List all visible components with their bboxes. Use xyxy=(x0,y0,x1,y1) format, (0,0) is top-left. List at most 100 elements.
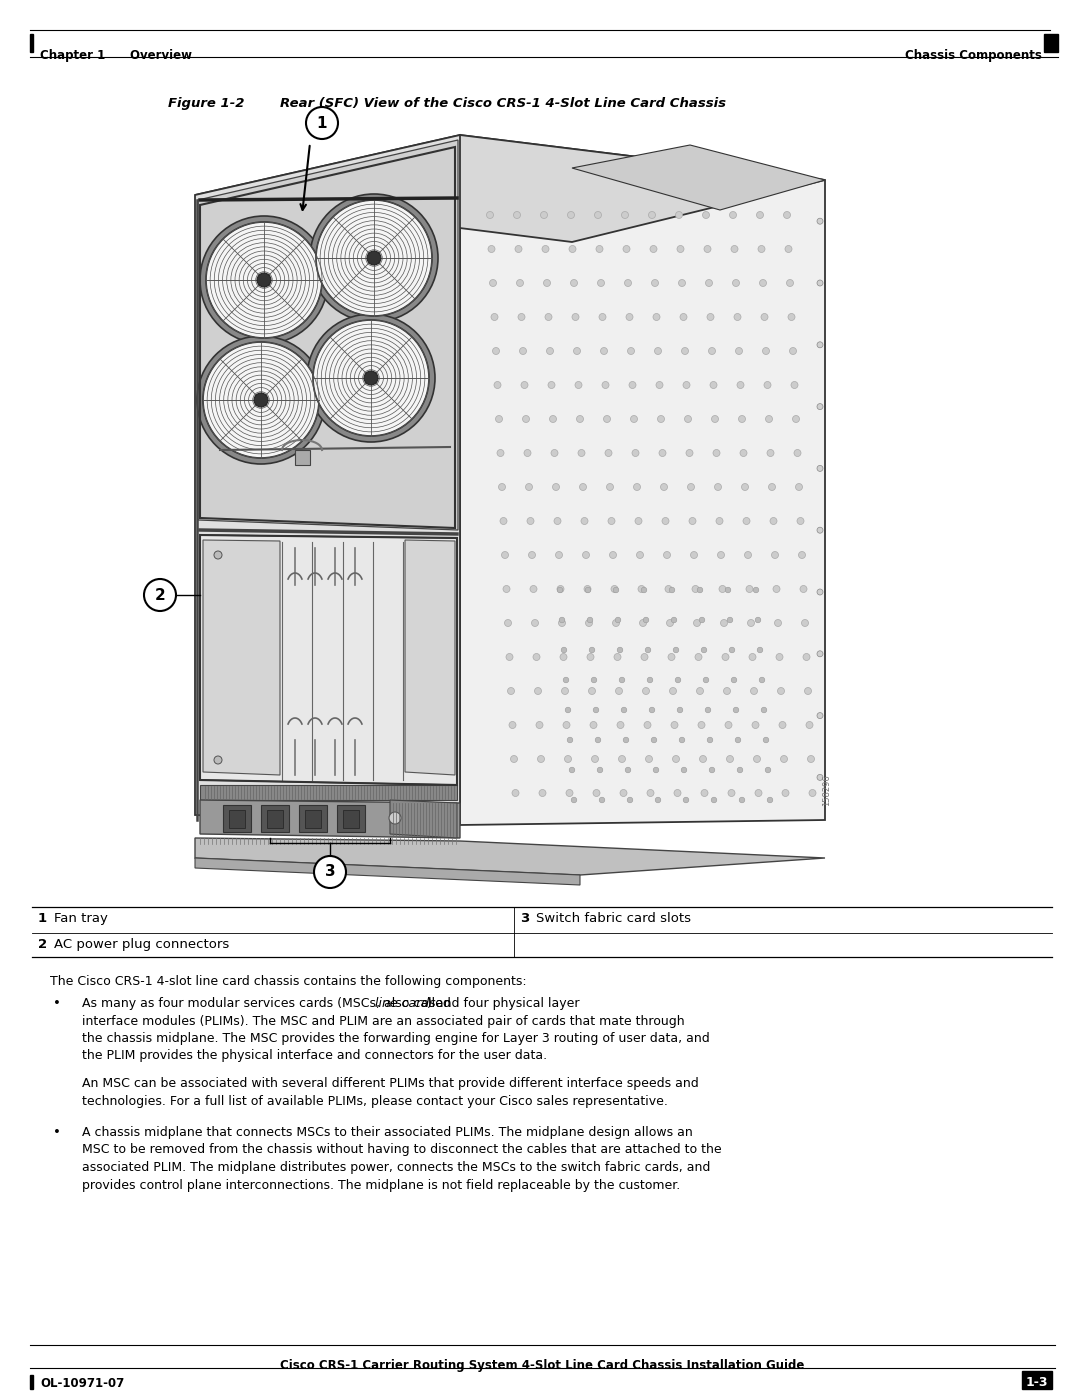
Circle shape xyxy=(588,617,593,623)
Circle shape xyxy=(724,687,730,694)
Circle shape xyxy=(729,647,734,652)
Circle shape xyxy=(707,313,714,320)
Polygon shape xyxy=(200,800,460,838)
Circle shape xyxy=(561,654,567,661)
Circle shape xyxy=(619,678,625,683)
Circle shape xyxy=(773,585,780,592)
Circle shape xyxy=(675,678,680,683)
Circle shape xyxy=(771,552,779,559)
Circle shape xyxy=(596,246,603,253)
Text: •: • xyxy=(53,1126,60,1139)
Circle shape xyxy=(638,585,645,592)
Circle shape xyxy=(796,483,802,490)
Polygon shape xyxy=(460,136,825,826)
Circle shape xyxy=(656,798,661,803)
Text: MSC to be removed from the chassis without having to disconnect the cables that : MSC to be removed from the chassis witho… xyxy=(82,1144,721,1157)
Circle shape xyxy=(731,678,737,683)
Circle shape xyxy=(578,450,585,457)
Circle shape xyxy=(559,617,565,623)
Circle shape xyxy=(797,517,804,524)
Circle shape xyxy=(794,450,801,457)
Circle shape xyxy=(770,517,777,524)
Circle shape xyxy=(557,587,563,592)
Circle shape xyxy=(816,590,823,595)
Circle shape xyxy=(680,313,687,320)
Circle shape xyxy=(632,450,639,457)
Circle shape xyxy=(600,348,607,355)
Circle shape xyxy=(491,313,498,320)
Circle shape xyxy=(531,619,539,626)
Polygon shape xyxy=(337,805,365,833)
Circle shape xyxy=(651,279,659,286)
Circle shape xyxy=(809,789,816,796)
Circle shape xyxy=(738,767,743,773)
Polygon shape xyxy=(261,805,289,833)
Circle shape xyxy=(501,552,509,559)
Bar xyxy=(1022,1370,1052,1389)
Circle shape xyxy=(648,211,656,218)
Circle shape xyxy=(778,687,784,694)
Circle shape xyxy=(623,738,629,743)
Circle shape xyxy=(503,585,510,592)
Circle shape xyxy=(144,578,176,610)
Circle shape xyxy=(816,774,823,781)
Circle shape xyxy=(782,789,789,796)
Circle shape xyxy=(588,654,594,661)
Circle shape xyxy=(675,211,683,218)
Text: The Cisco CRS-1 4-slot line card chassis contains the following components:: The Cisco CRS-1 4-slot line card chassis… xyxy=(50,975,527,988)
Circle shape xyxy=(571,798,577,803)
Circle shape xyxy=(589,687,595,694)
Circle shape xyxy=(524,450,531,457)
Circle shape xyxy=(651,738,657,743)
Circle shape xyxy=(719,585,726,592)
Circle shape xyxy=(545,313,552,320)
Circle shape xyxy=(569,246,576,253)
Circle shape xyxy=(735,348,743,355)
Circle shape xyxy=(673,647,679,652)
Circle shape xyxy=(526,483,532,490)
Text: Figure 1-2: Figure 1-2 xyxy=(168,96,244,110)
Bar xyxy=(229,810,245,828)
Circle shape xyxy=(314,856,346,888)
Circle shape xyxy=(555,552,563,559)
Circle shape xyxy=(800,585,807,592)
Circle shape xyxy=(737,381,744,388)
Circle shape xyxy=(518,313,525,320)
Circle shape xyxy=(364,372,378,386)
Circle shape xyxy=(626,313,633,320)
Circle shape xyxy=(707,738,713,743)
Circle shape xyxy=(647,678,652,683)
Circle shape xyxy=(725,721,732,728)
Circle shape xyxy=(599,798,605,803)
Circle shape xyxy=(500,517,507,524)
Circle shape xyxy=(629,381,636,388)
Circle shape xyxy=(816,712,823,718)
Circle shape xyxy=(585,619,593,626)
Text: the chassis midplane. The MSC provides the forwarding engine for Layer 3 routing: the chassis midplane. The MSC provides t… xyxy=(82,1032,710,1045)
Circle shape xyxy=(712,798,717,803)
Circle shape xyxy=(585,587,591,592)
Circle shape xyxy=(690,552,698,559)
Circle shape xyxy=(743,517,750,524)
Circle shape xyxy=(593,789,600,796)
Polygon shape xyxy=(572,145,825,210)
Text: associated PLIM. The midplane distributes power, connects the MSCs to the switch: associated PLIM. The midplane distribute… xyxy=(82,1161,711,1173)
Text: 2: 2 xyxy=(154,588,165,602)
Circle shape xyxy=(759,678,765,683)
Text: 3: 3 xyxy=(519,912,529,925)
Circle shape xyxy=(534,654,540,661)
Circle shape xyxy=(627,798,633,803)
Text: Cisco CRS-1 Carrier Routing System 4-Slot Line Card Chassis Installation Guide: Cisco CRS-1 Carrier Routing System 4-Slo… xyxy=(280,1359,805,1372)
Circle shape xyxy=(553,483,559,490)
Circle shape xyxy=(816,465,823,471)
Circle shape xyxy=(678,279,686,286)
Circle shape xyxy=(582,552,590,559)
Circle shape xyxy=(665,585,672,592)
Circle shape xyxy=(755,617,760,623)
Polygon shape xyxy=(195,858,580,886)
Circle shape xyxy=(617,721,624,728)
Circle shape xyxy=(684,798,689,803)
Text: interface modules (PLIMs). The MSC and PLIM are an associated pair of cards that: interface modules (PLIMs). The MSC and P… xyxy=(82,1014,685,1028)
Circle shape xyxy=(661,483,667,490)
Circle shape xyxy=(508,687,514,694)
